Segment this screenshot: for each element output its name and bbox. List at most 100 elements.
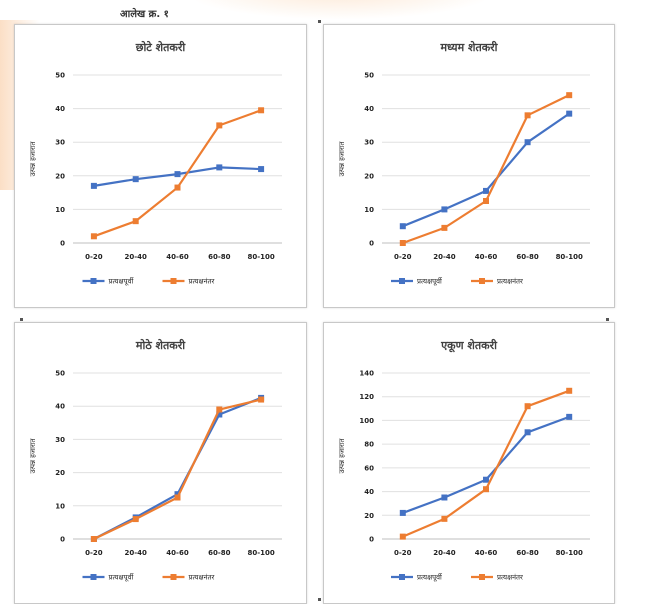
chart-panel-medium-farmers: मध्यम शेतकरी 0 10 20 30 40 50 0-20 20-40 40-60 60-… <box>323 24 615 308</box>
data-point-1 <box>399 223 406 230</box>
data-point-2 <box>566 92 573 99</box>
data-point-2 <box>524 403 531 410</box>
data-point-1 <box>90 182 97 189</box>
series-line-2 <box>93 398 262 540</box>
legend-label: प्रत्यक्षनंतर <box>497 278 523 286</box>
x-tick-label: 0-20 <box>85 549 103 557</box>
y-tick-label: 0 <box>60 536 65 544</box>
y-tick-label: 100 <box>359 417 374 425</box>
chart-title: छोटे शेतकरी <box>135 40 187 54</box>
legend-swatch-marker <box>479 574 485 580</box>
decorative-arc <box>180 0 500 20</box>
x-tick-label: 80-100 <box>247 549 274 557</box>
y-tick-label: 30 <box>364 139 374 147</box>
data-point-2 <box>399 240 406 246</box>
x-tick-label: 40-60 <box>475 253 498 261</box>
legend-label: प्रत्यक्षनंतर <box>189 574 215 582</box>
data-point-2 <box>399 533 406 540</box>
x-tick-label: 60-80 <box>208 253 231 261</box>
legend-swatch-marker <box>90 278 97 284</box>
legend-label: प्रत्यक्षपूर्वी <box>109 277 135 286</box>
legend-swatch-marker <box>399 278 405 284</box>
data-point-1 <box>524 139 531 146</box>
legend-swatch-marker <box>479 278 485 284</box>
data-point-2 <box>483 486 489 493</box>
data-point-1 <box>566 110 573 117</box>
chart-title: एकूण शेतकरी <box>440 338 498 353</box>
x-tick-label: 40-60 <box>475 549 498 557</box>
legend-label: प्रत्यक्षपूर्वी <box>417 277 443 286</box>
y-tick-label: 120 <box>359 393 374 401</box>
data-point-2 <box>441 515 448 522</box>
y-tick-label: 60 <box>364 464 374 472</box>
legend-swatch-marker <box>90 574 97 580</box>
data-point-2 <box>483 198 489 204</box>
figure-caption: आलेख क्र. १ <box>120 9 169 20</box>
data-point-1 <box>441 494 448 501</box>
data-point-2 <box>132 218 139 225</box>
y-tick-label: 40 <box>55 403 65 411</box>
y-tick-label: 30 <box>55 139 65 147</box>
y-tick-label: 10 <box>364 206 374 214</box>
y-tick-label: 40 <box>364 488 374 496</box>
chart-total-farmers: एकूण शेतकरी 0 20 40 60 80 100 120 140 0-20 20-40 40… <box>338 338 590 582</box>
x-tick-label: 40-60 <box>166 253 189 261</box>
legend-swatch-marker <box>170 574 177 580</box>
chart-medium-farmers: मध्यम शेतकरी 0 10 20 30 40 50 0-20 20-40 40-60 60-… <box>338 40 590 286</box>
y-axis-label: उत्पन्न हजारात <box>29 140 37 176</box>
x-tick-label: 80-100 <box>556 253 583 261</box>
data-point-2 <box>258 396 265 403</box>
data-point-1 <box>441 206 448 213</box>
y-tick-label: 40 <box>364 105 374 113</box>
y-tick-label: 30 <box>55 436 65 444</box>
data-point-2 <box>90 233 97 240</box>
y-tick-label: 40 <box>55 105 65 113</box>
chart-small-farmers: छोटे शेतकरी 0 10 20 30 40 50 0-20 20-40 40-60 60-8… <box>29 40 282 286</box>
data-point-1 <box>174 491 181 498</box>
corner-dot <box>318 598 321 601</box>
data-point-1 <box>174 171 181 178</box>
chart-large-farmers: मोठे शेतकरी 0 10 20 30 40 50 0-20 20-40 40-60 60-8… <box>29 338 282 582</box>
series-line-2 <box>402 389 570 538</box>
data-point-2 <box>174 494 181 501</box>
data-point-2 <box>174 184 181 191</box>
chart-title: मोठे शेतकरी <box>135 338 186 352</box>
chart-panel-total-farmers: एकूण शेतकरी 0 20 40 60 80 100 120 140 0-20 20-40 40… <box>323 322 615 604</box>
series-line-1 <box>402 415 570 514</box>
y-axis-label: उत्पन्न हजारात <box>338 437 346 473</box>
y-tick-label: 20 <box>55 172 65 180</box>
y-axis-label: उत्पन्न हजारात <box>29 437 37 473</box>
data-point-1 <box>566 413 573 420</box>
series-line-2 <box>402 94 570 245</box>
y-tick-label: 50 <box>55 370 65 378</box>
y-tick-label: 20 <box>55 469 65 477</box>
legend-swatch-marker <box>170 278 177 284</box>
x-tick-label: 80-100 <box>247 253 274 261</box>
x-tick-label: 0-20 <box>85 253 103 261</box>
legend-label: प्रत्यक्षपूर्वी <box>417 573 443 582</box>
y-tick-label: 50 <box>55 72 65 80</box>
data-point-2 <box>258 107 265 114</box>
data-point-1 <box>216 164 223 171</box>
x-tick-label: 80-100 <box>556 549 583 557</box>
data-point-2 <box>216 122 223 129</box>
data-point-1 <box>483 476 489 483</box>
legend-label: प्रत्यक्षनंतर <box>189 278 215 286</box>
x-tick-label: 60-80 <box>516 549 539 557</box>
x-tick-label: 0-20 <box>394 549 412 557</box>
data-point-2 <box>90 536 97 542</box>
chart-panel-small-farmers: छोटे शेतकरी 0 10 20 30 40 50 0-20 20-40 40-60 60-8… <box>14 24 307 308</box>
data-point-1 <box>483 187 489 194</box>
data-point-2 <box>441 224 448 231</box>
chart-panel-large-farmers: मोठे शेतकरी 0 10 20 30 40 50 0-20 20-40 40-60 60-8… <box>14 322 307 604</box>
x-tick-label: 40-60 <box>166 549 189 557</box>
data-point-2 <box>566 387 573 394</box>
y-tick-label: 140 <box>359 370 374 378</box>
corner-dot <box>606 318 609 321</box>
y-tick-label: 10 <box>55 502 65 510</box>
y-tick-label: 80 <box>364 441 374 449</box>
y-tick-label: 0 <box>60 240 65 248</box>
legend-swatch-marker <box>399 574 405 580</box>
x-tick-label: 60-80 <box>208 549 231 557</box>
x-tick-label: 20-40 <box>125 253 148 261</box>
